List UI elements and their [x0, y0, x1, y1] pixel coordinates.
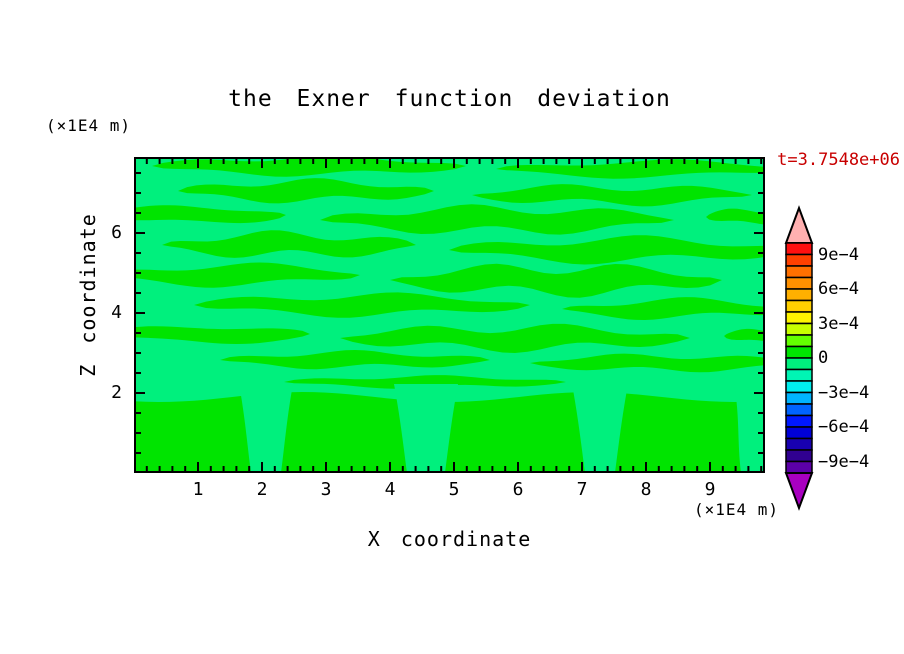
y-tick-label: 2 — [111, 382, 122, 403]
colorbar-tick-label: 3e−4 — [818, 313, 859, 334]
y-tick-label: 6 — [111, 222, 122, 243]
contour-plot-canvas — [134, 157, 765, 473]
x-tick-label: 9 — [704, 479, 716, 500]
colorbar-tick-label: −9e−4 — [818, 451, 870, 472]
x-tick-label: 5 — [448, 479, 460, 500]
plot-title: the Exner function deviation — [228, 86, 671, 112]
x-tick-label: 3 — [320, 479, 332, 500]
x-axis-unit-label: (×1E4 m) — [693, 500, 779, 519]
y-axis-unit-label: (×1E4 m) — [46, 116, 132, 135]
x-tick-label: 8 — [640, 479, 652, 500]
colorbar-tick-label: −6e−4 — [818, 417, 870, 437]
x-axis-label: X coordinate — [367, 527, 532, 551]
colorbar-tick-label: 0 — [818, 348, 829, 368]
x-tick-label: 2 — [256, 479, 268, 500]
colorbar-tick-label: −3e−4 — [818, 382, 870, 403]
x-tick-label: 6 — [512, 479, 524, 500]
colorbar-tick-label: 6e−4 — [818, 279, 859, 299]
colorbar-tick-label: 9e−4 — [818, 244, 859, 265]
x-tick-label: 7 — [576, 479, 588, 500]
time-annotation: t=3.7548e+06 — [777, 150, 900, 170]
x-tick-label: 4 — [384, 479, 396, 500]
y-tick-label: 4 — [111, 302, 122, 323]
x-tick-label: 1 — [192, 479, 204, 500]
colorbar — [784, 205, 814, 511]
